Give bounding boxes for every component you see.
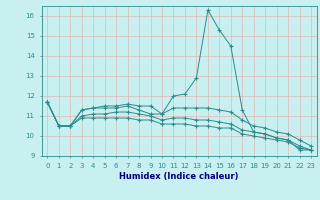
X-axis label: Humidex (Indice chaleur): Humidex (Indice chaleur) xyxy=(119,172,239,181)
